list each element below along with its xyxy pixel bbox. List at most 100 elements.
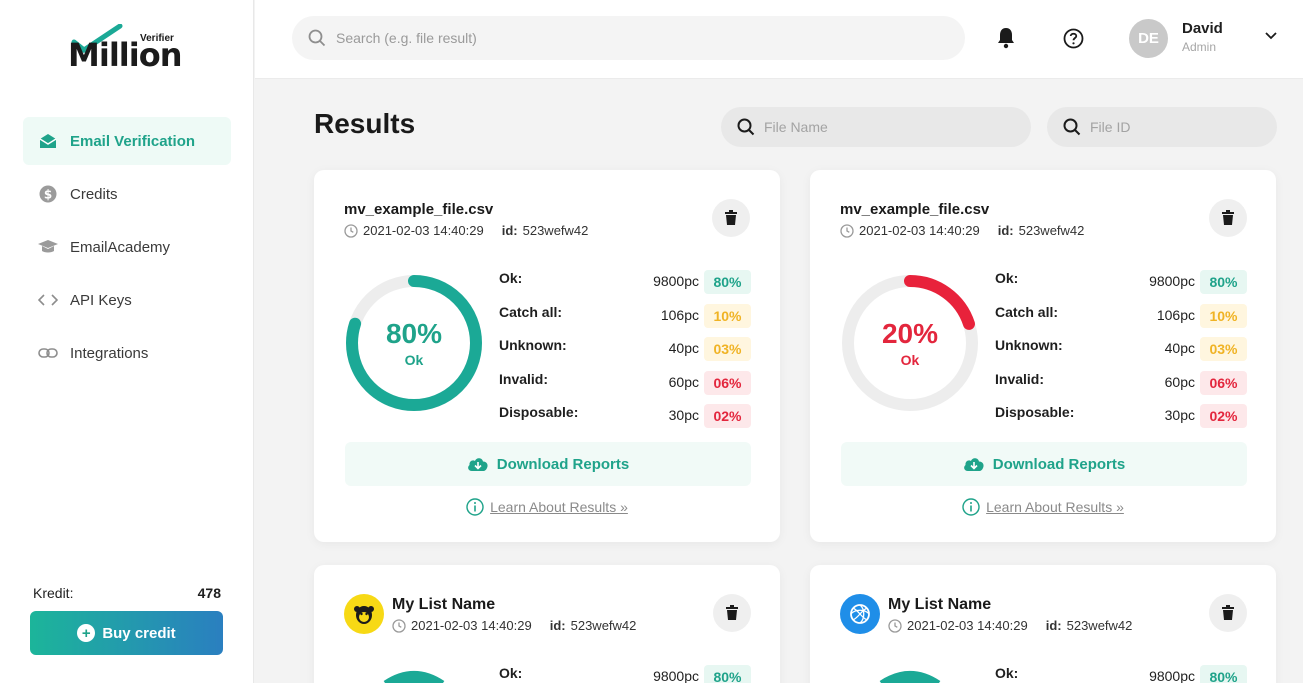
ok-percent-label: Ok [900,351,920,368]
sidebar-item-label: API Keys [70,291,132,309]
file-meta: 2021-02-03 14:40:29 id: 523wefw42 [840,223,1084,238]
sidebar: Verifier Million Email Verification $ Cr… [0,0,254,683]
delete-button[interactable] [713,594,751,632]
list-name: My List Name [392,596,496,613]
cloud-download-icon [963,456,985,472]
ok-percent: 80% [385,317,443,349]
search-icon [1063,118,1081,136]
list-meta: 2021-02-03 14:40:29 id: 523wefw42 [392,618,636,633]
sidebar-item-label: Credits [70,185,118,203]
file-id-filter-input[interactable]: File ID [1047,107,1277,147]
stat-count: 60pc [1164,373,1195,390]
learn-about-results-link[interactable]: Learn About Results » [810,498,1276,516]
clock-icon [392,618,406,633]
svg-text:$: $ [44,188,52,202]
avatar[interactable]: DE [1129,19,1168,58]
stat-count: 40pc [1164,340,1195,356]
result-card: mv_example_file.csv 2021-02-03 14:40:29 … [810,170,1276,542]
learn-about-results-label: Learn About Results » [986,499,1124,515]
file-name-filter-input[interactable]: File Name [721,107,1031,147]
bell-icon[interactable] [995,27,1017,49]
dollar-coin-icon: $ [38,184,58,204]
info-icon [962,498,980,516]
percent-ring-chart [383,671,445,683]
sidebar-item-integrations[interactable]: Integrations [23,329,231,377]
list-meta: 2021-02-03 14:40:29 id: 523wefw42 [888,618,1132,633]
learn-about-results-label: Learn About Results » [490,499,628,515]
list-card: My List Name 2021-02-03 14:40:29 id: 523… [810,565,1276,683]
stat-label: Catch all: [499,303,563,320]
stat-row-disposable: Disposable: 30pc 02% [499,404,751,438]
sidebar-nav: Email Verification $ Credits EmailAcadem… [23,117,231,382]
credit-value: 478 [197,585,221,601]
stat-percent-badge: 02% [1200,404,1247,428]
percent-ring-chart [879,671,941,683]
file-date: 2021-02-03 14:40:29 [859,223,980,238]
search-icon [308,29,326,47]
sidebar-item-emailacademy[interactable]: EmailAcademy [23,223,231,271]
user-name[interactable]: David [1182,20,1223,37]
stat-row-ok: Ok: 9800pc 80% [499,665,751,683]
trash-icon [726,605,738,620]
graduation-cap-icon [38,237,58,257]
file-id-placeholder: File ID [1090,119,1131,135]
delete-button[interactable] [712,199,750,237]
stat-count: 30pc [668,407,699,423]
stat-count: 9800pc [1149,668,1195,683]
list-date: 2021-02-03 14:40:29 [907,618,1028,633]
search-placeholder: Search (e.g. file result) [336,30,477,46]
ok-percent-label: Ok [404,351,424,368]
info-icon [466,498,484,516]
mailchimp-logo-icon [344,594,384,634]
percent-ring-chart [842,275,978,411]
stat-label: Invalid: [499,370,549,387]
list-name: My List Name [888,596,992,613]
envelope-icon [38,131,58,151]
stats-list: Ok: 9800pc 80% [995,665,1247,683]
sidebar-item-api-keys[interactable]: API Keys [23,276,231,324]
download-reports-button[interactable]: Download Reports [841,442,1247,486]
stat-row-invalid: Invalid: 60pc 06% [499,370,751,405]
list-id: 523wefw42 [570,618,637,633]
topbar: Search (e.g. file result) DE David Admin [255,0,1303,79]
clock-icon [344,223,358,238]
ring-progress-arc [842,275,978,411]
clock-icon [840,223,854,238]
stats-list: Ok: 9800pc 80% Catch all: 106pc 10% Unkn… [499,270,751,438]
delete-button[interactable] [1209,594,1247,632]
list-id: 523wefw42 [1066,618,1133,633]
million-verifier-logo[interactable]: Verifier Million [68,22,188,74]
credit-balance: Kredit: 478 [33,585,221,601]
link-icon [38,343,58,363]
stats-list: Ok: 9800pc 80% Catch all: 106pc 10% Unkn… [995,270,1247,438]
stat-percent-badge: 06% [704,370,751,395]
stat-row-ok: Ok: 9800pc 80% [995,665,1247,683]
stat-percent-badge: 10% [704,303,751,328]
sidebar-item-email-verification[interactable]: Email Verification [23,117,231,165]
sidebar-item-label: Email Verification [70,132,196,150]
stat-label: Unknown: [995,337,1063,353]
file-name-placeholder: File Name [764,119,828,135]
help-icon[interactable] [1062,27,1084,49]
stat-row-catch-all: Catch all: 106pc 10% [995,303,1247,338]
stat-row-ok: Ok: 9800pc 80% [995,270,1247,304]
file-id-label: id: [997,223,1014,238]
result-card: mv_example_file.csv 2021-02-03 14:40:29 … [314,170,780,542]
file-date: 2021-02-03 14:40:29 [363,223,484,238]
stat-count: 106pc [1156,306,1195,323]
stat-percent-badge: 80% [1200,665,1247,683]
stat-percent-badge: 80% [704,270,751,294]
global-search-input[interactable]: Search (e.g. file result) [292,16,965,60]
stat-count: 106pc [660,306,699,323]
buy-credit-button[interactable]: + Buy credit [30,611,223,655]
file-meta: 2021-02-03 14:40:29 id: 523wefw42 [344,223,588,238]
chevron-down-icon[interactable] [1264,28,1278,46]
stats-list: Ok: 9800pc 80% [499,665,751,683]
sidebar-item-credits[interactable]: $ Credits [23,170,231,218]
learn-about-results-link[interactable]: Learn About Results » [314,498,780,516]
delete-button[interactable] [1209,199,1247,237]
logo-wordmark: Million [68,36,182,74]
download-reports-button[interactable]: Download Reports [345,442,751,486]
code-brackets-icon [38,290,58,310]
ring-progress-arc [346,275,482,411]
